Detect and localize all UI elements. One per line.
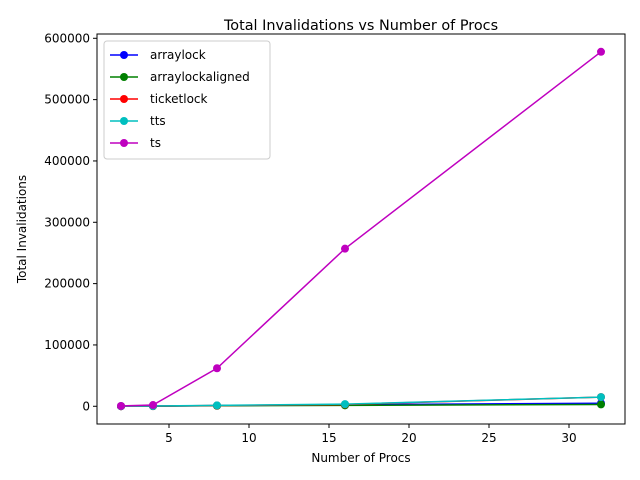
y-tick-label: 600000 <box>44 31 90 45</box>
legend-item-ts: ts <box>110 136 161 150</box>
legend-label: arraylock <box>150 48 206 62</box>
y-tick-label: 200000 <box>44 277 90 291</box>
x-axis: 5 10 15 20 25 30 <box>165 424 577 445</box>
legend-marker <box>120 95 128 103</box>
series-layer <box>117 47 605 411</box>
x-tick-label: 15 <box>321 431 336 445</box>
data-point-ts <box>597 47 605 56</box>
legend-item-ticketlock: ticketlock <box>110 92 208 106</box>
data-point-tts <box>213 401 221 410</box>
data-point-ts <box>341 244 349 253</box>
x-axis-label: Number of Procs <box>311 451 410 465</box>
y-axis: 0 100000 200000 300000 400000 500000 600000 <box>44 31 97 413</box>
y-axis-label: Total Invalidations <box>15 175 29 284</box>
legend-marker <box>120 139 128 147</box>
x-tick-label: 30 <box>561 431 576 445</box>
legend-item-arraylockaligned: arraylockaligned <box>110 70 250 84</box>
legend-item-arraylock: arraylock <box>110 48 206 62</box>
y-tick-label: 300000 <box>44 215 90 229</box>
y-tick-label: 0 <box>82 399 90 413</box>
data-point-tts <box>597 393 605 402</box>
data-point-ts <box>117 401 125 410</box>
x-tick-label: 10 <box>241 431 256 445</box>
legend-box <box>103 40 271 160</box>
legend-label: arraylockaligned <box>150 70 250 84</box>
x-tick-label: 25 <box>481 431 496 445</box>
plot-frame <box>96 33 626 425</box>
data-point-ts <box>213 364 221 373</box>
x-tick-label: 20 <box>401 431 416 445</box>
y-tick-label: 500000 <box>44 93 90 107</box>
legend-label: ts <box>150 136 161 150</box>
data-point-tts <box>341 400 349 409</box>
legend-label: tts <box>150 114 166 128</box>
series-ts <box>117 47 605 410</box>
y-tick-label: 400000 <box>44 154 90 168</box>
legend: arraylock arraylockaligned ticketlock tts ts <box>103 40 271 160</box>
y-tick-label: 100000 <box>44 338 90 352</box>
chart-title: Total Invalidations vs Number of Procs <box>223 18 498 34</box>
legend-marker <box>120 117 128 125</box>
legend-label: ticketlock <box>150 92 208 106</box>
legend-item-tts: tts <box>110 114 166 128</box>
data-point-arraylockaligned <box>597 400 605 409</box>
x-tick-label: 5 <box>165 431 173 445</box>
legend-marker <box>120 51 128 59</box>
legend-marker <box>120 73 128 81</box>
data-point-ts <box>149 401 157 410</box>
